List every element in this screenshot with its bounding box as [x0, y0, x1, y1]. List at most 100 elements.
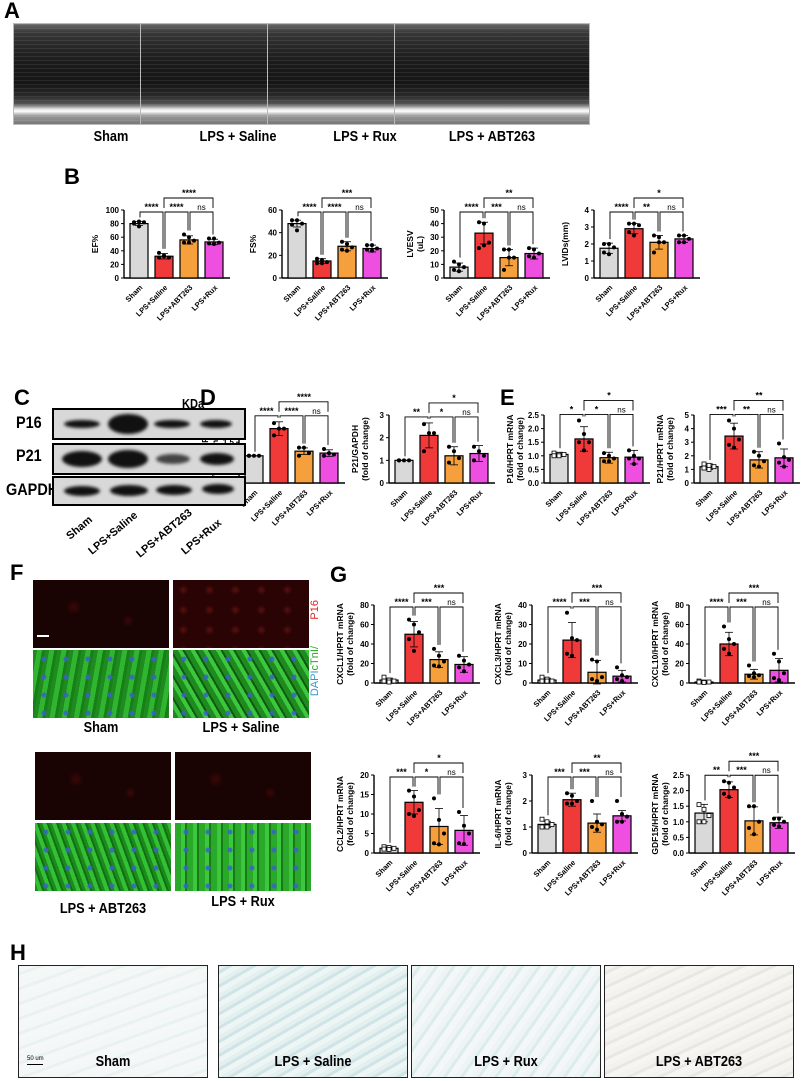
svg-text:LPS+Rux: LPS+Rux — [348, 282, 378, 312]
bar-lps-rux — [624, 448, 644, 484]
svg-text:***: *** — [736, 597, 747, 607]
svg-text:LPS+Rux: LPS+Rux — [440, 687, 470, 717]
svg-text:***: *** — [579, 597, 590, 607]
chart-il6: 0 1 2 3 IL-6/HPRT mRNA (fold of change) Sham LP… — [493, 753, 638, 898]
chart-p21-mrna: 0 1 2 3 4 5 P21/HPRT mRNA (fold of change) Sham L… — [655, 390, 800, 528]
svg-text:50: 50 — [430, 206, 439, 215]
svg-text:ns: ns — [667, 203, 675, 212]
blot-label-p21: P21 — [16, 446, 42, 465]
svg-text:Sham: Sham — [532, 858, 553, 879]
blot-lane-labels: Sham LPS+Saline LPS+ABT263 LPS+Rux — [64, 507, 225, 560]
svg-text:0: 0 — [380, 479, 385, 488]
svg-text:LPS+Rux: LPS+Rux — [510, 282, 540, 312]
bar-lps-rux — [524, 246, 544, 279]
svg-text:0.5: 0.5 — [528, 465, 540, 474]
bar-sham — [549, 450, 569, 484]
svg-text:LPS+Rux: LPS+Rux — [598, 857, 628, 887]
svg-text:***: *** — [421, 597, 432, 607]
histology-lps-abt263 — [604, 965, 794, 1078]
bar-lps-rux — [469, 444, 489, 484]
svg-text:CXCL3/HPRT mRNA: CXCL3/HPRT mRNA — [493, 603, 503, 685]
svg-text:3: 3 — [585, 223, 590, 232]
svg-text:0: 0 — [523, 679, 528, 688]
lane-label-lps-saline: LPS+Saline — [86, 509, 140, 557]
bar-lps-abt263 — [744, 663, 764, 684]
svg-text:ns: ns — [762, 766, 770, 775]
svg-text:2.5: 2.5 — [673, 771, 685, 780]
caption-a-sham: Sham — [93, 128, 129, 145]
svg-text:0: 0 — [435, 274, 440, 283]
svg-text:Sham: Sham — [124, 283, 145, 304]
bar-lps-abt263 — [429, 796, 449, 854]
histology-lps-rux — [411, 965, 601, 1078]
svg-text:3: 3 — [380, 411, 385, 420]
kda-header: KDa — [182, 396, 205, 411]
caption-f-lps-rux: LPS + Rux — [211, 893, 275, 910]
bar-sham — [394, 458, 414, 484]
svg-text:1.0: 1.0 — [528, 452, 540, 461]
svg-text:0: 0 — [115, 274, 120, 283]
bar-sham — [694, 678, 714, 685]
svg-text:****: **** — [297, 392, 312, 402]
svg-text:****: **** — [327, 202, 342, 212]
svg-text:CCL2/HPRT mRNA: CCL2/HPRT mRNA — [335, 776, 345, 852]
bar-sham — [129, 219, 149, 279]
if-p16-sham — [33, 580, 169, 648]
svg-text:0: 0 — [585, 274, 590, 283]
svg-text:ns: ns — [197, 203, 205, 212]
svg-text:Sham: Sham — [594, 283, 615, 304]
svg-text:60: 60 — [110, 233, 119, 242]
caption-h-lps-rux: LPS + Rux — [474, 1053, 538, 1070]
bar-lps-saline — [154, 250, 174, 279]
svg-text:LPS+Rux: LPS+Rux — [760, 487, 790, 517]
svg-text:ns: ns — [312, 407, 320, 416]
chart-cxcl1: 0 20 40 60 80 CXCL1/HPRT mRNA (fold of change)… — [335, 583, 480, 728]
svg-text:2: 2 — [523, 797, 528, 806]
svg-text:2.0: 2.0 — [528, 425, 540, 434]
caption-a-lps-rux: LPS + Rux — [333, 128, 397, 145]
svg-text:0.0: 0.0 — [673, 849, 685, 858]
scale-bar — [37, 635, 49, 637]
bar-lps-abt263 — [587, 799, 607, 854]
svg-text:100: 100 — [106, 206, 120, 215]
svg-text:(fold of change): (fold of change) — [665, 417, 675, 481]
bar-lps-abt263 — [587, 657, 607, 685]
svg-text:*: * — [570, 404, 574, 414]
bar-lps-abt263 — [649, 233, 669, 279]
svg-text:1: 1 — [685, 465, 690, 474]
svg-text:40: 40 — [675, 640, 684, 649]
svg-text:40: 40 — [518, 601, 527, 610]
svg-text:EF%: EF% — [90, 234, 100, 253]
blot-strip-gapdh — [52, 476, 246, 506]
svg-text:1: 1 — [585, 257, 590, 266]
bar-lps-abt263 — [337, 239, 357, 279]
svg-text:****: **** — [709, 597, 724, 607]
svg-text:2.5: 2.5 — [528, 411, 540, 420]
bar-lps-abt263 — [599, 451, 619, 484]
svg-text:0: 0 — [273, 274, 278, 283]
svg-text:(fold of change): (fold of change) — [660, 612, 670, 676]
svg-text:ns: ns — [605, 768, 613, 777]
svg-text:**: ** — [755, 390, 763, 400]
svg-text:**: ** — [413, 407, 421, 417]
bar-lps-saline — [404, 617, 424, 684]
svg-text:***: *** — [396, 767, 407, 777]
bar-lps-saline — [562, 610, 582, 684]
svg-text:LPS+Rux: LPS+Rux — [190, 282, 220, 312]
svg-text:0: 0 — [523, 849, 528, 858]
svg-text:**: ** — [713, 765, 721, 775]
svg-text:2: 2 — [585, 240, 590, 249]
svg-text:0: 0 — [365, 849, 370, 858]
svg-text:(fold of change): (fold of change) — [503, 782, 513, 846]
svg-text:20: 20 — [360, 771, 369, 780]
svg-text:Sham: Sham — [689, 688, 710, 709]
svg-text:1.5: 1.5 — [223, 438, 235, 447]
svg-text:*: * — [437, 753, 441, 763]
if-ctni-lps-abt263 — [35, 823, 171, 891]
svg-text:**: ** — [593, 753, 601, 763]
bar-lps-rux — [612, 665, 632, 684]
svg-text:Sham: Sham — [532, 688, 553, 709]
svg-text:***: *** — [579, 767, 590, 777]
bar-sham — [244, 453, 264, 484]
chart-gdf15: 0.0 0.5 1.0 1.5 2.0 2.5 GDF15/HPRT mRNA (fold o… — [650, 751, 795, 898]
